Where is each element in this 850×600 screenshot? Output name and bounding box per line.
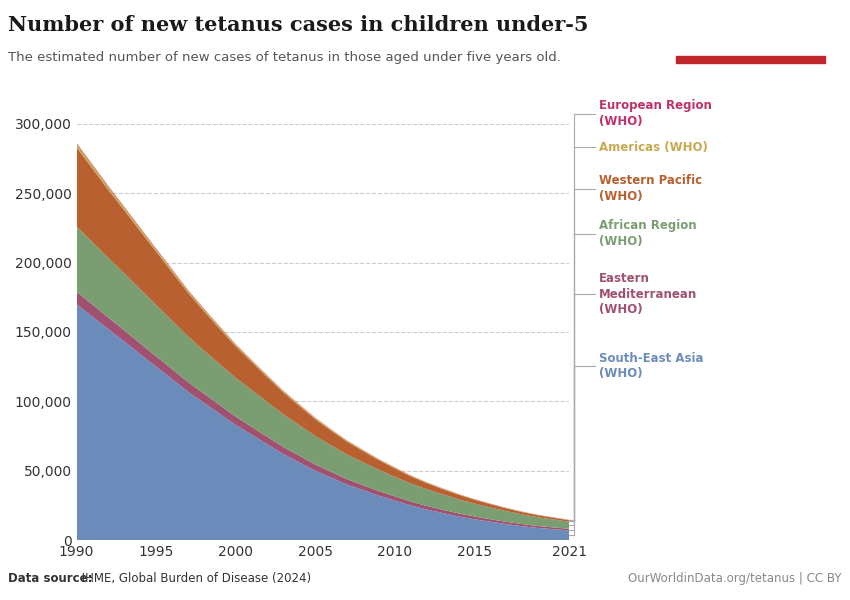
Text: Number of new tetanus cases in children under-5: Number of new tetanus cases in children … — [8, 15, 589, 35]
Text: Data source:: Data source: — [8, 572, 93, 585]
Bar — [676, 56, 824, 63]
Text: The estimated number of new cases of tetanus in those aged under five years old.: The estimated number of new cases of tet… — [8, 51, 561, 64]
Text: Western Pacific
(WHO): Western Pacific (WHO) — [599, 175, 702, 203]
Text: African Region
(WHO): African Region (WHO) — [599, 220, 697, 248]
Text: in Data: in Data — [725, 34, 775, 47]
Text: IHME, Global Burden of Disease (2024): IHME, Global Burden of Disease (2024) — [78, 572, 311, 585]
Text: European Region
(WHO): European Region (WHO) — [599, 100, 712, 128]
Text: Americas (WHO): Americas (WHO) — [599, 140, 708, 154]
Text: Eastern
Mediterranean
(WHO): Eastern Mediterranean (WHO) — [599, 271, 698, 317]
Text: South-East Asia
(WHO): South-East Asia (WHO) — [599, 352, 704, 380]
Text: OurWorldinData.org/tetanus | CC BY: OurWorldinData.org/tetanus | CC BY — [628, 572, 842, 585]
Text: Our World: Our World — [715, 17, 785, 31]
